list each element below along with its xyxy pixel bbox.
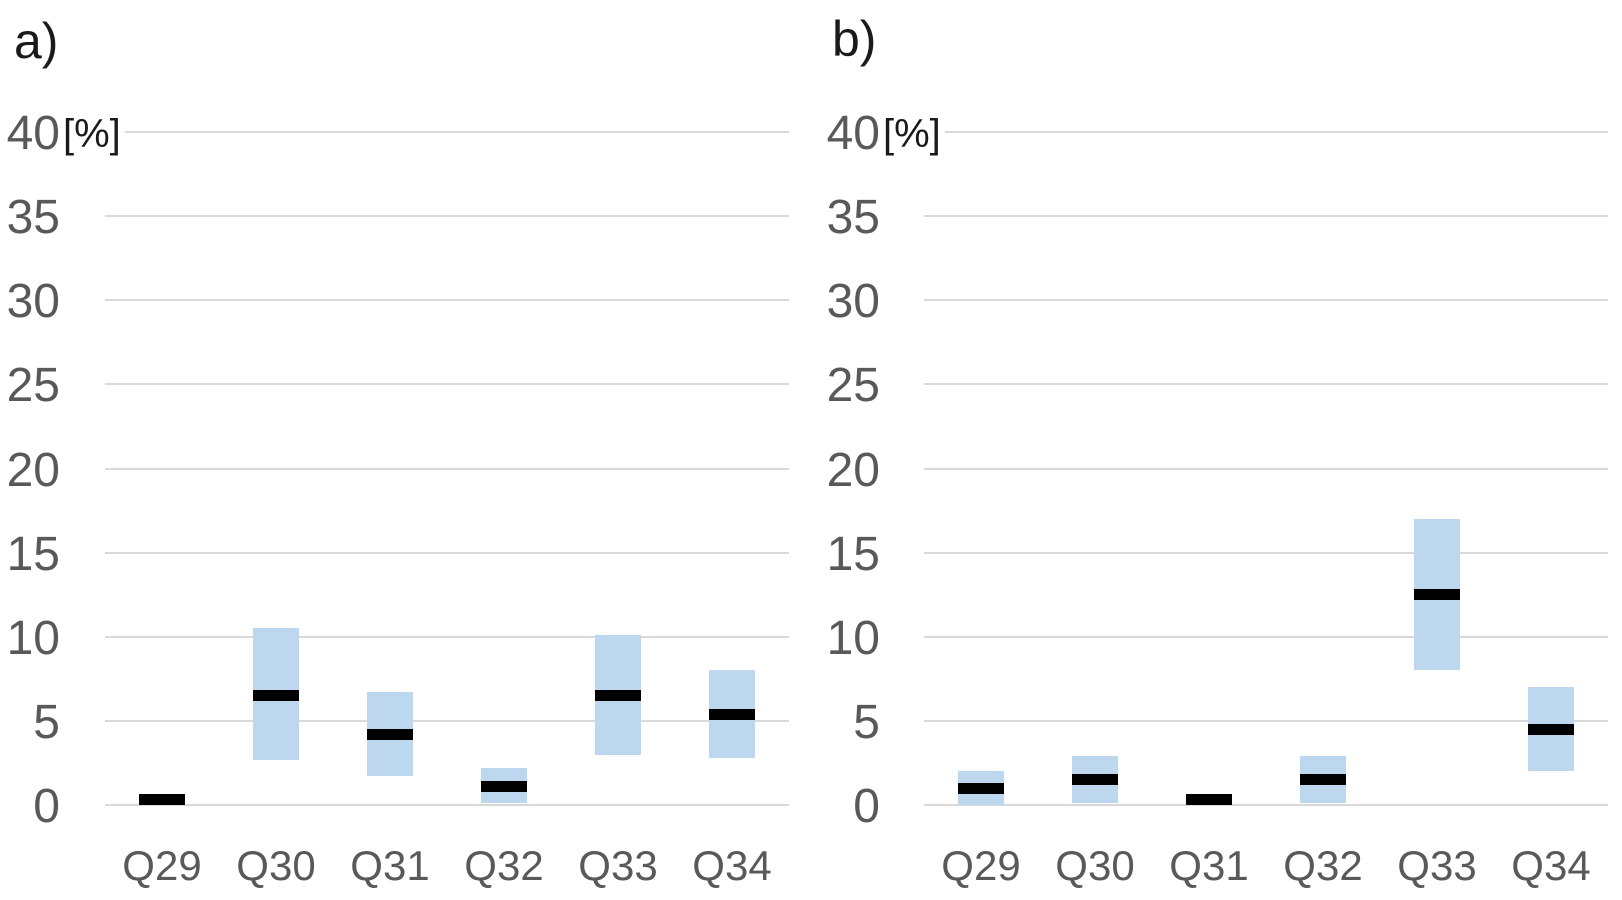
gridline-20 (924, 467, 1608, 470)
y-tick-label-0: 0 (33, 780, 60, 833)
x-tick-label-a-Q34: Q34 (692, 842, 772, 889)
y-tick-label-10: 10 (826, 611, 880, 665)
y-tick-label-10: 10 (6, 611, 60, 665)
y-tick-label-5: 5 (33, 695, 60, 749)
x-tick-label-b-Q32: Q32 (1283, 842, 1363, 889)
gridline-20 (105, 467, 789, 470)
median-marker-a-Q34 (709, 708, 755, 720)
gridline-35 (924, 215, 1608, 218)
y-tick-label-20: 20 (826, 443, 880, 497)
x-tick-label-b-Q33: Q33 (1397, 842, 1477, 889)
y-tick-label-30: 30 (6, 275, 60, 329)
gridline-15 (924, 551, 1608, 554)
y-tick-label-5: 5 (853, 695, 880, 749)
y-tick-label-40: 40 (6, 107, 60, 160)
y-tick-label-15: 15 (6, 527, 60, 581)
x-tick-label-b-Q34: Q34 (1511, 842, 1591, 889)
gridline-30 (105, 299, 789, 302)
median-marker-a-Q33 (595, 690, 641, 702)
gridline-30 (924, 299, 1608, 302)
y-tick-label-20: 20 (6, 443, 60, 497)
gridline-10 (105, 635, 789, 638)
median-marker-b-Q29 (958, 782, 1004, 794)
gridline-0 (105, 804, 789, 806)
y-tick-label-25: 25 (826, 359, 880, 413)
y-tick-label-15: 15 (826, 527, 880, 581)
x-tick-label-a-Q29: Q29 (122, 842, 202, 889)
median-marker-b-Q34 (1528, 723, 1574, 735)
gridline-10 (924, 635, 1608, 638)
x-tick-label-b-Q30: Q30 (1055, 842, 1135, 889)
x-tick-label-a-Q30: Q30 (236, 842, 316, 889)
gridline-35 (105, 215, 789, 218)
unit-label-b: [%] (883, 112, 945, 156)
x-tick-label-a-Q31: Q31 (350, 842, 430, 889)
median-marker-a-Q32 (481, 780, 527, 792)
panel-label-a: a) (14, 13, 59, 69)
y-tick-label-0: 0 (853, 780, 880, 833)
gridline-40 (924, 131, 1608, 133)
x-tick-label-b-Q31: Q31 (1169, 842, 1249, 889)
y-tick-label-30: 30 (826, 275, 880, 329)
y-tick-label-40: 40 (826, 107, 880, 160)
gridline-0 (924, 804, 1608, 806)
median-marker-a-Q30 (253, 690, 299, 702)
unit-label-a: [%] (63, 112, 125, 156)
median-marker-a-Q29 (139, 794, 185, 806)
x-tick-label-a-Q32: Q32 (464, 842, 544, 889)
panel-label-b: b) (832, 11, 877, 67)
median-marker-b-Q32 (1300, 774, 1346, 786)
gridline-5 (105, 719, 789, 722)
median-marker-b-Q33 (1414, 589, 1460, 601)
gridline-25 (105, 383, 789, 386)
median-marker-a-Q31 (367, 728, 413, 740)
y-tick-label-35: 35 (6, 191, 60, 245)
gridline-15 (105, 551, 789, 554)
y-tick-label-25: 25 (6, 359, 60, 413)
median-marker-b-Q30 (1072, 774, 1118, 786)
median-marker-b-Q31 (1186, 794, 1232, 806)
y-tick-label-35: 35 (826, 191, 880, 245)
gridline-25 (924, 383, 1608, 386)
gridline-40 (105, 131, 789, 133)
x-tick-label-a-Q33: Q33 (578, 842, 658, 889)
gridline-5 (924, 719, 1608, 722)
x-tick-label-b-Q29: Q29 (941, 842, 1021, 889)
